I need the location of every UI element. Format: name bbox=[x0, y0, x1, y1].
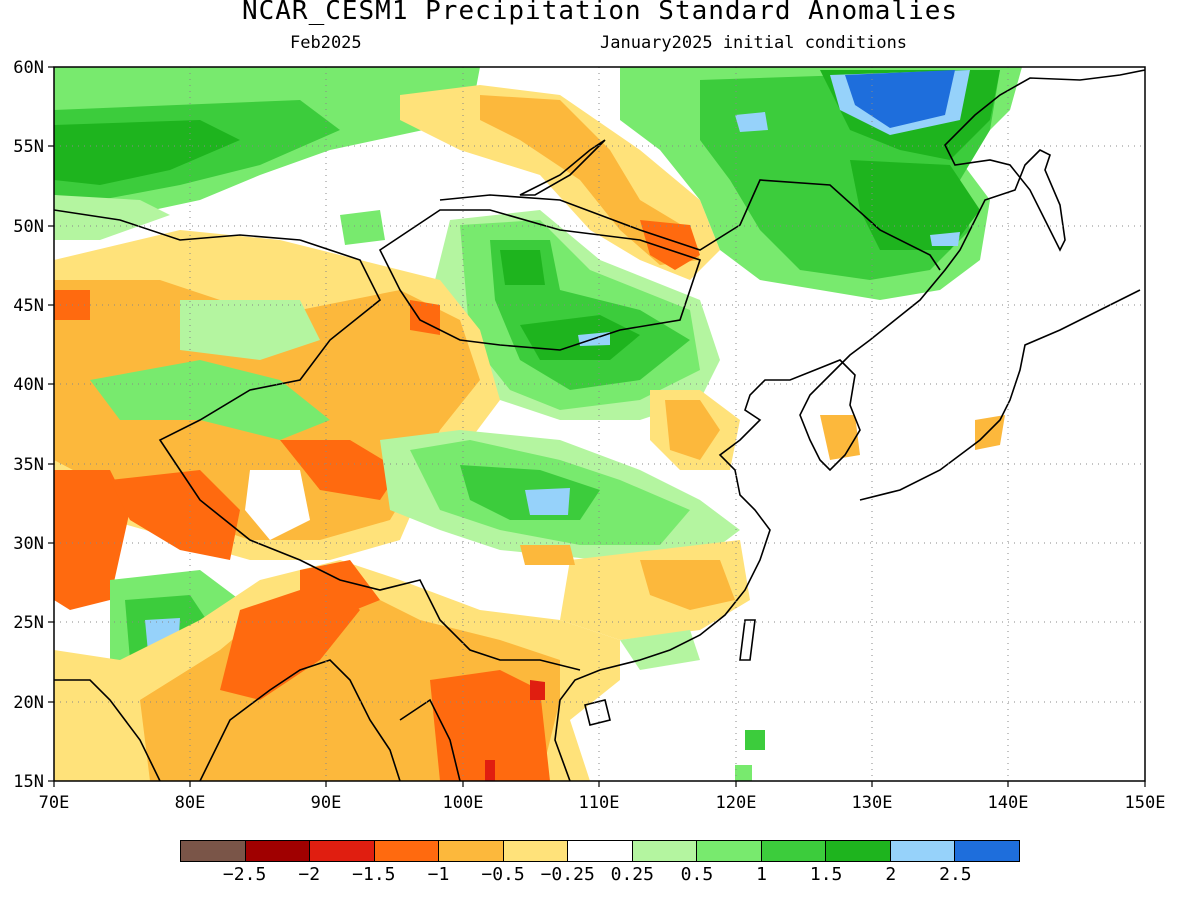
legend-label: −0.25 bbox=[540, 864, 595, 885]
field-tibet-orange bbox=[280, 440, 400, 500]
anomaly-fields bbox=[54, 67, 1145, 781]
field-korea-orange bbox=[820, 415, 860, 460]
field-fareast-blue bbox=[845, 70, 955, 128]
field-thai-red bbox=[485, 760, 495, 781]
y-tick-label: 25N bbox=[13, 613, 44, 633]
coastlines-borders bbox=[54, 69, 1145, 781]
coastline-bay-of-bengal bbox=[199, 659, 401, 781]
map-title: NCAR_CESM1 Precipitation Standard Anomal… bbox=[241, 0, 959, 26]
legend-label: 2.5 bbox=[939, 864, 972, 885]
x-tick-label: 150E bbox=[1125, 793, 1166, 813]
y-tick-label: 60N bbox=[13, 58, 44, 78]
field-himalaya-orange bbox=[110, 470, 240, 560]
y-tick-label: 35N bbox=[13, 455, 44, 475]
field-north-west-darkgreen bbox=[54, 120, 240, 185]
field-lightgreen-siberia bbox=[54, 195, 170, 240]
field-mongolia-orange bbox=[640, 220, 700, 270]
border-central-asia bbox=[54, 209, 301, 241]
field-sichuan-orange bbox=[520, 545, 575, 565]
field-kazakh-green bbox=[90, 360, 330, 440]
init-conditions-label: January2025 initial conditions bbox=[600, 33, 908, 53]
legend-swatch bbox=[439, 841, 504, 861]
field-china-blue bbox=[525, 488, 570, 515]
coastline-indochina bbox=[399, 698, 461, 781]
y-tick-label: 55N bbox=[13, 137, 44, 157]
legend-swatch bbox=[568, 841, 633, 861]
border-china-west bbox=[158, 239, 581, 671]
coastline-baikal bbox=[519, 139, 606, 196]
field-lightblue-spot-1 bbox=[735, 112, 768, 132]
legend-swatch bbox=[181, 841, 246, 861]
field-pakistan-orange bbox=[54, 470, 130, 610]
legend-label: −0.5 bbox=[481, 864, 525, 885]
field-mongolia-darkgreen bbox=[500, 250, 545, 285]
y-tick-label: 20N bbox=[13, 693, 44, 713]
legend-swatch bbox=[697, 841, 762, 861]
color-legend bbox=[180, 840, 1020, 862]
x-tick-label: 100E bbox=[443, 793, 484, 813]
legend-swatch bbox=[310, 841, 375, 861]
y-tick-label: 15N bbox=[13, 772, 44, 792]
legend-label: 0.25 bbox=[610, 864, 654, 885]
tick-marks bbox=[48, 66, 1146, 787]
legend-label: −2 bbox=[298, 864, 321, 885]
field-fareast-dark2 bbox=[850, 160, 980, 250]
x-axis-labels: 70E 80E 90E 100E 110E 120E 130E 140E 150… bbox=[39, 793, 1166, 813]
legend-swatch bbox=[503, 841, 569, 861]
x-tick-label: 70E bbox=[39, 793, 70, 813]
y-tick-label: 50N bbox=[13, 217, 44, 237]
field-vietnam-red bbox=[530, 680, 545, 700]
y-tick-label: 30N bbox=[13, 534, 44, 554]
x-tick-label: 140E bbox=[988, 793, 1029, 813]
legend-swatch bbox=[955, 841, 1019, 861]
x-tick-label: 130E bbox=[852, 793, 893, 813]
field-japan-orange bbox=[975, 415, 1005, 450]
legend-label: 1.5 bbox=[809, 864, 843, 885]
field-myanmar-orange bbox=[300, 560, 380, 620]
y-tick-label: 45N bbox=[13, 296, 44, 316]
border-mongolia bbox=[378, 209, 702, 351]
x-tick-label: 80E bbox=[175, 793, 206, 813]
legend-swatch bbox=[632, 841, 698, 861]
x-tick-label: 110E bbox=[579, 793, 620, 813]
coastline-taiwan bbox=[739, 619, 756, 661]
coastline-east-asia bbox=[554, 69, 1145, 781]
border-russia-china bbox=[439, 179, 941, 271]
legend-swatch bbox=[374, 841, 440, 861]
coastline-hainan bbox=[584, 699, 611, 726]
legend-label: 0.5 bbox=[680, 864, 714, 885]
legend-label: 2 bbox=[885, 864, 897, 885]
legend-swatch bbox=[826, 841, 891, 861]
target-month-label: Feb2025 bbox=[290, 33, 362, 53]
legend-swatch bbox=[245, 841, 311, 861]
field-china-south-orange bbox=[640, 560, 735, 610]
coastline-japan bbox=[859, 289, 1141, 501]
field-tibet-white bbox=[245, 470, 310, 540]
border-india-south bbox=[54, 679, 161, 781]
legend-label: −1.5 bbox=[352, 864, 396, 885]
legend-label: 1 bbox=[756, 864, 767, 885]
field-philippine-green bbox=[745, 730, 765, 750]
legend-swatch bbox=[890, 841, 956, 861]
field-nw-green-patch bbox=[340, 210, 385, 245]
legend-label: −1 bbox=[427, 864, 450, 885]
legend-label: −2.5 bbox=[222, 864, 267, 885]
field-philippine-green2 bbox=[735, 765, 752, 781]
field-kazakh-lightgreen bbox=[180, 300, 320, 360]
x-tick-label: 120E bbox=[716, 793, 757, 813]
field-indochina-orange bbox=[430, 670, 550, 781]
field-lightblue-spot-2 bbox=[930, 232, 960, 246]
field-shandong-orange bbox=[665, 400, 720, 460]
y-tick-label: 40N bbox=[13, 375, 44, 395]
x-tick-label: 90E bbox=[311, 793, 342, 813]
legend-swatch bbox=[761, 841, 827, 861]
gridlines bbox=[54, 67, 1145, 781]
y-axis-labels: 60N 55N 50N 45N 40N 35N 30N 25N 20N 15N bbox=[13, 58, 44, 792]
